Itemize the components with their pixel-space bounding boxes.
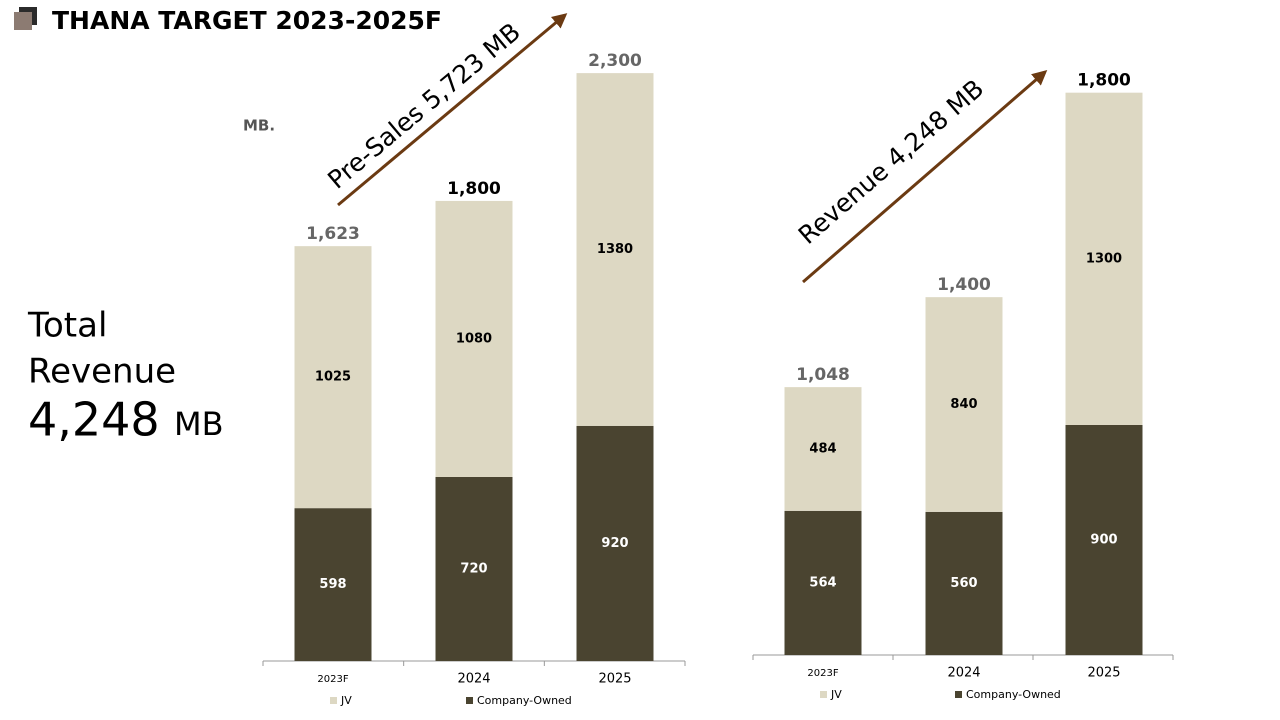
legend-swatch bbox=[820, 691, 827, 698]
bar-segment bbox=[1065, 424, 1143, 655]
x-tick-label: 2025 bbox=[1087, 666, 1120, 681]
x-tick-label: 2023F bbox=[317, 674, 348, 685]
bar-segment bbox=[1065, 92, 1143, 425]
legend-label: Company-Owned bbox=[966, 688, 1061, 701]
bar-segment bbox=[435, 200, 513, 477]
segment-label: 484 bbox=[809, 441, 836, 456]
segment-label: 1300 bbox=[1086, 251, 1122, 266]
total-label: 1,800 bbox=[1077, 71, 1131, 91]
unit-label: MB. bbox=[243, 117, 275, 135]
title-icon-front bbox=[14, 12, 32, 30]
total-label: 1,623 bbox=[306, 224, 360, 244]
annotation-arrow bbox=[802, 70, 1048, 284]
bar-segment bbox=[784, 510, 862, 655]
annotation: Pre-Sales 5,723 MB bbox=[322, 17, 526, 194]
slide-title: THANA TARGET 2023-2025F bbox=[52, 6, 442, 35]
legend-swatch bbox=[330, 697, 337, 704]
segment-label: 720 bbox=[460, 561, 487, 576]
x-tick-label: 2025 bbox=[598, 672, 631, 687]
total-label: 1,800 bbox=[447, 179, 501, 199]
legend-label: JV bbox=[340, 694, 352, 707]
total-label: 2,300 bbox=[588, 51, 642, 71]
segment-label: 598 bbox=[319, 577, 346, 592]
x-tick-label: 2024 bbox=[457, 672, 490, 687]
bar-segment bbox=[294, 508, 372, 661]
segment-label: 920 bbox=[601, 536, 628, 551]
bar-segment bbox=[925, 511, 1003, 655]
summary-line1: Total bbox=[27, 306, 107, 346]
total-label: 1,048 bbox=[796, 365, 850, 385]
bar-segment bbox=[294, 246, 372, 509]
legend-swatch bbox=[955, 691, 962, 698]
x-tick-label: 2023F bbox=[807, 668, 838, 679]
annotation-arrow bbox=[337, 13, 568, 207]
bar-segment bbox=[435, 476, 513, 661]
summary-value: 4,248 bbox=[28, 393, 160, 447]
legend-label: JV bbox=[830, 688, 842, 701]
segment-label: 900 bbox=[1090, 532, 1117, 547]
bar-segment bbox=[576, 73, 654, 426]
segment-label: 560 bbox=[950, 576, 977, 591]
segment-label: 1025 bbox=[315, 370, 351, 385]
legend-swatch bbox=[466, 697, 473, 704]
summary-unit: MB bbox=[174, 405, 224, 443]
annotation: Revenue 4,248 MB bbox=[793, 74, 989, 250]
segment-label: 564 bbox=[809, 575, 836, 590]
segment-label: 1380 bbox=[597, 242, 633, 257]
summary-line2: Revenue bbox=[28, 352, 176, 392]
legend-label: Company-Owned bbox=[477, 694, 572, 707]
x-tick-label: 2024 bbox=[947, 666, 980, 681]
segment-label: 840 bbox=[950, 397, 977, 412]
bar-segment bbox=[576, 425, 654, 661]
bar-segment bbox=[784, 387, 862, 511]
bar-segment bbox=[925, 297, 1003, 512]
segment-label: 1080 bbox=[456, 331, 492, 346]
total-label: 1,400 bbox=[937, 275, 991, 295]
